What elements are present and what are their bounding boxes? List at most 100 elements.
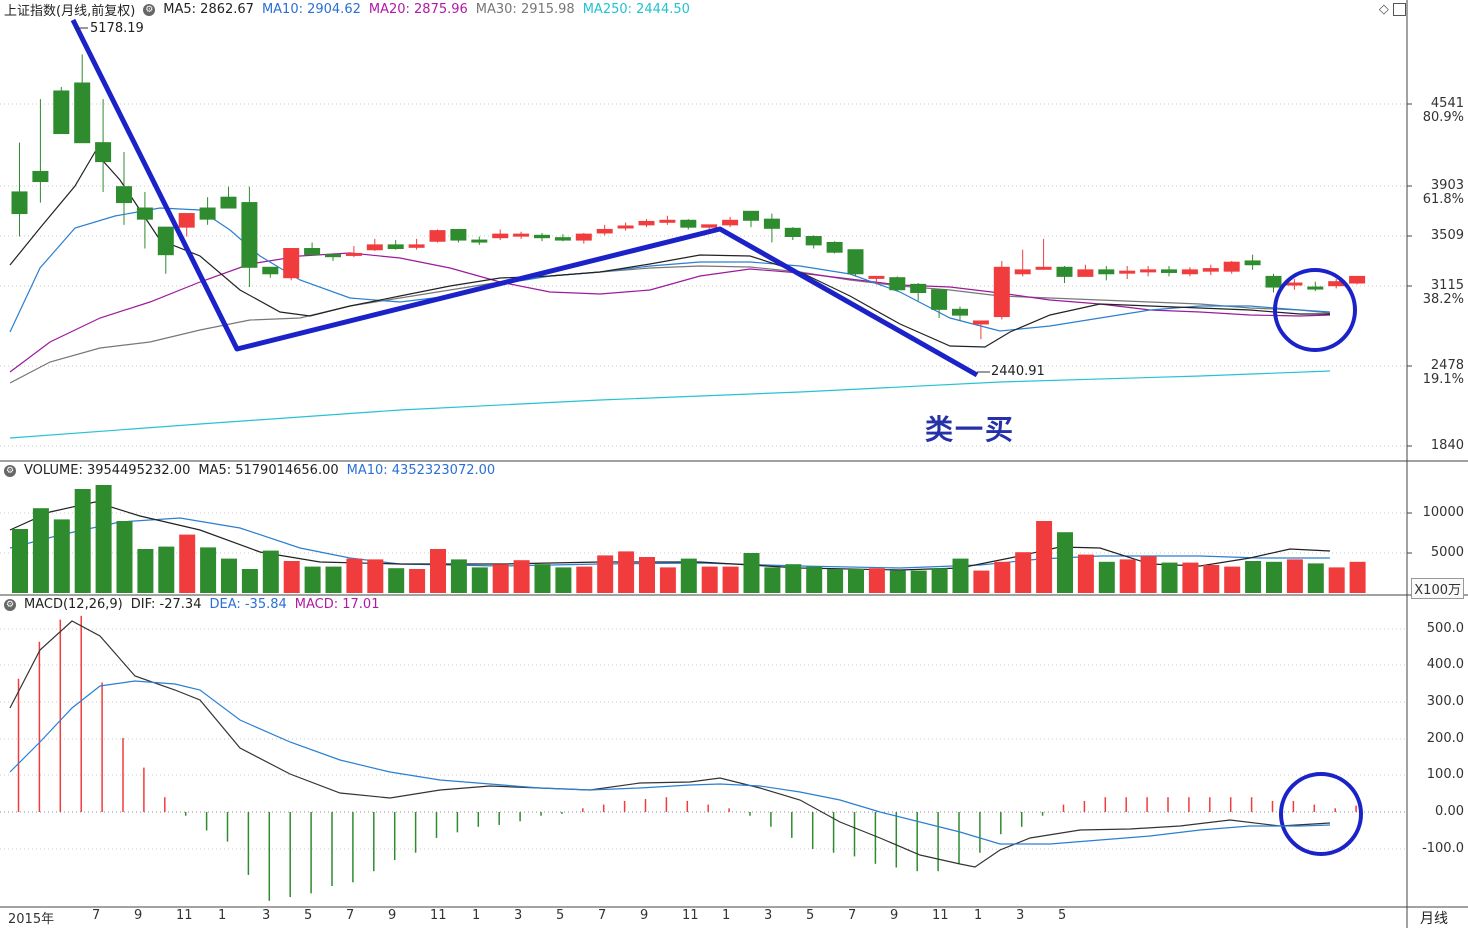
volume-bar	[973, 570, 990, 593]
volume-bar	[1203, 565, 1220, 593]
time-axis-label: 2015年	[8, 912, 55, 927]
candle-body	[11, 191, 28, 215]
volume-bar	[889, 570, 906, 593]
volume-bar	[1057, 532, 1073, 593]
time-axis-label: 1	[974, 908, 983, 923]
gear-icon[interactable]: ⚙	[4, 464, 16, 477]
macd-title: MACD(12,26,9)	[24, 597, 123, 612]
volume-bar	[492, 564, 509, 593]
ma20-line	[9, 252, 1331, 373]
volume-bar	[1245, 561, 1262, 593]
ma10-label: MA10: 2904.62	[261, 2, 361, 17]
volume-bar	[639, 557, 655, 593]
volume-bar	[409, 569, 426, 593]
ma10-line	[9, 207, 1331, 333]
price-gridlines	[0, 103, 1407, 850]
gear-icon[interactable]: ⚙	[4, 598, 16, 611]
volume-bar	[618, 551, 635, 593]
volume-bar	[471, 567, 488, 593]
ma5-line	[9, 150, 1330, 348]
time-axis-label: 1	[472, 908, 481, 923]
high-value-label: 5178.19	[90, 21, 144, 36]
volume-label: VOLUME: 3954495232.00	[24, 463, 191, 478]
volume-bar	[1182, 562, 1199, 593]
candle-body	[952, 308, 968, 316]
candle-body	[534, 234, 550, 239]
panel-toolbar: ◇	[1379, 2, 1406, 17]
candle-body	[178, 213, 195, 228]
time-axis-label: 5	[806, 908, 815, 923]
volume-bar	[868, 568, 885, 593]
time-axis-label: 7	[848, 908, 857, 923]
candle-body	[784, 227, 801, 238]
macd-axis-label: 400.0	[1426, 657, 1464, 672]
candle-body	[575, 233, 592, 241]
candle-body	[826, 241, 843, 253]
candle-body	[617, 225, 634, 229]
time-axis-label: 9	[134, 908, 143, 923]
candle-body	[471, 239, 488, 243]
volume-unit-label: X100万	[1411, 578, 1464, 599]
volume-bar	[1036, 521, 1053, 593]
candle-body	[701, 224, 718, 228]
time-axis-label: 9	[640, 908, 649, 923]
diamond-icon[interactable]: ◇	[1378, 2, 1389, 17]
time-axis-label: 5	[304, 908, 313, 923]
ma250-label: MA250: 2444.50	[582, 2, 690, 17]
candle-body	[32, 170, 49, 183]
candle-body	[743, 210, 759, 221]
price-axis-label: 38.2%	[1422, 292, 1464, 307]
volume-ma10-label: MA10: 4352323072.00	[346, 463, 496, 478]
candle-body	[1140, 269, 1157, 273]
volume-bar	[367, 559, 384, 593]
candle-body	[241, 202, 258, 268]
macd-header: ⚙ MACD(12,26,9) DIF: -27.34 DEA: -35.84 …	[4, 597, 379, 612]
time-axis-label: 3	[262, 908, 271, 923]
candle-body	[283, 248, 300, 279]
macd-histogram	[17, 615, 1357, 901]
candle-body	[868, 275, 885, 279]
period-label[interactable]: 月线	[1420, 911, 1448, 927]
price-axis-label: 19.1%	[1422, 372, 1464, 387]
low-value-label: 2440.91	[991, 364, 1045, 379]
volume-header: ⚙ VOLUME: 3954495232.00 MA5: 5179014656.…	[4, 463, 495, 478]
candle-body	[366, 244, 383, 251]
volume-bar	[325, 566, 342, 593]
candle-body	[1265, 275, 1282, 288]
time-axis-label: 7	[598, 908, 607, 923]
candle-body	[1056, 266, 1073, 277]
volume-bar	[701, 566, 718, 593]
gear-icon[interactable]: ⚙	[143, 3, 156, 16]
candle-body	[387, 244, 404, 250]
volume-bar	[743, 553, 760, 593]
ma30-label: MA30: 2915.98	[475, 2, 575, 17]
time-axis-label: 11	[932, 908, 949, 923]
macd-dea-line	[9, 680, 1331, 845]
candle-body	[450, 228, 467, 241]
volume-bar	[931, 568, 948, 593]
price-axis-label: 3509	[1430, 228, 1464, 243]
candle-body	[345, 252, 362, 256]
candle-body	[680, 219, 697, 228]
candle-body	[805, 236, 822, 246]
volume-ma5-label: MA5: 5179014656.00	[198, 463, 339, 478]
volume-bar	[827, 569, 844, 593]
candle-body	[554, 237, 571, 241]
candle-body	[596, 228, 613, 234]
window-icon[interactable]	[1393, 3, 1406, 16]
candle-body	[53, 90, 70, 135]
candle-body	[763, 218, 780, 229]
ma5-label: MA5: 2862.67	[163, 2, 254, 17]
axis-ticks	[1407, 103, 1412, 554]
candle-body	[74, 82, 91, 144]
volume-bar	[283, 561, 300, 593]
volume-bar	[848, 569, 864, 593]
price-axis-label: 3115	[1430, 278, 1464, 293]
chart-title[interactable]: 上证指数(月线,前复权)	[4, 4, 136, 19]
candle-body	[1014, 269, 1031, 275]
time-axis-label: 5	[1058, 908, 1067, 923]
volume-bar	[1077, 554, 1094, 593]
volume-bar	[952, 558, 969, 593]
